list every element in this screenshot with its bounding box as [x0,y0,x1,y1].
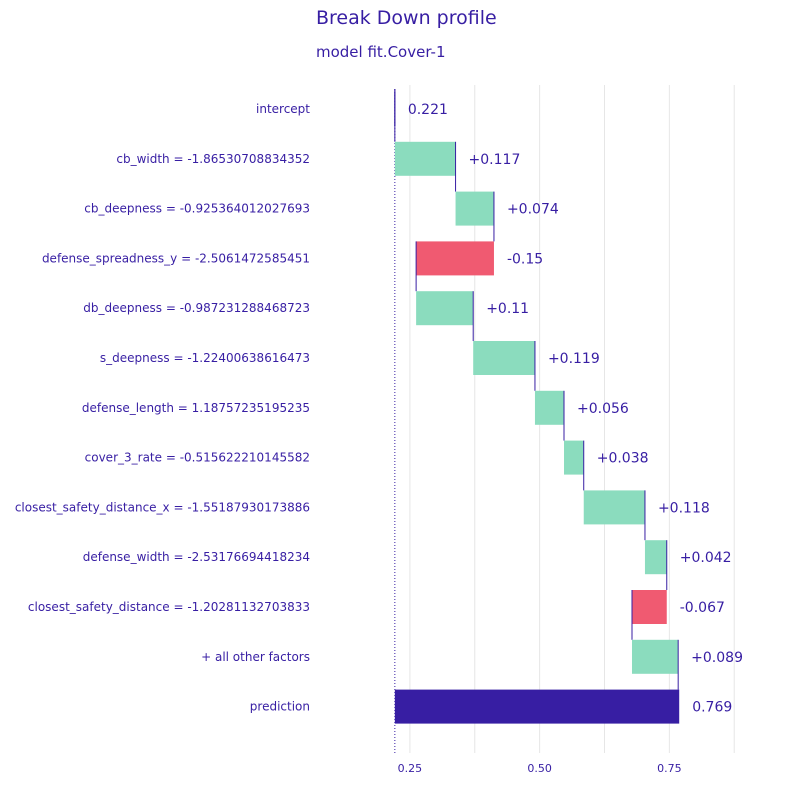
x-tick-label: 0.50 [527,762,552,775]
value-label: +0.118 [658,500,710,516]
value-label: +0.119 [548,351,600,367]
contribution-bar [455,191,494,226]
variable-label: cb_deepness = -0.925364012027693 [84,202,310,216]
bar-layer [394,89,680,724]
chart-title: Break Down profile [316,7,497,29]
variable-label: s_deepness = -1.22400638616473 [100,351,310,365]
contribution-bar [534,390,565,425]
grid-layer [394,85,735,753]
variable-label: defense_width = -2.53176694418234 [83,550,310,564]
variable-label: defense_spreadness_y = -2.5061472585451 [42,251,310,265]
contribution-bar [644,540,667,575]
prediction-bar [394,689,680,724]
value-label: +0.056 [577,401,629,417]
contribution-bar [416,241,494,276]
contribution-bar [564,440,584,475]
variable-label: closest_safety_distance_x = -1.551879301… [15,500,310,514]
value-label: -0.067 [680,600,725,616]
value-label: +0.089 [691,650,743,666]
value-label: +0.117 [469,152,521,168]
x-tick-label: 0.75 [657,762,682,775]
contribution-bar [416,291,474,326]
variable-label: + all other factors [201,650,310,664]
value-label: 0.221 [408,102,448,118]
x-tick-label: 0.25 [398,762,423,775]
value-label: +0.042 [680,550,732,566]
value-label: 0.769 [692,700,732,716]
variable-label: cover_3_rate = -0.515622210145582 [85,451,310,465]
variable-label: cb_width = -1.86530708834352 [116,152,310,166]
contribution-bar [394,141,456,176]
contribution-bar [631,639,679,674]
value-label: +0.038 [597,451,649,467]
chart-subtitle: model fit.Cover-1 [316,43,446,61]
contribution-bar [631,590,667,624]
contribution-bar [473,341,535,375]
value-label: +0.11 [486,301,529,317]
variable-label: intercept [256,102,310,116]
label-layer: 0.25 0.50 0.75 intercept 0.221 cb_width = -1.… [15,102,743,775]
contribution-bar [583,490,645,525]
variable-label: db_deepness = -0.987231288468723 [83,301,310,315]
value-label: +0.074 [507,202,559,218]
variable-label: prediction [250,700,310,714]
variable-label: closest_safety_distance = -1.20281132703… [28,600,310,614]
variable-label: defense_length = 1.18757235195235 [82,401,310,415]
value-label: -0.15 [507,251,543,267]
